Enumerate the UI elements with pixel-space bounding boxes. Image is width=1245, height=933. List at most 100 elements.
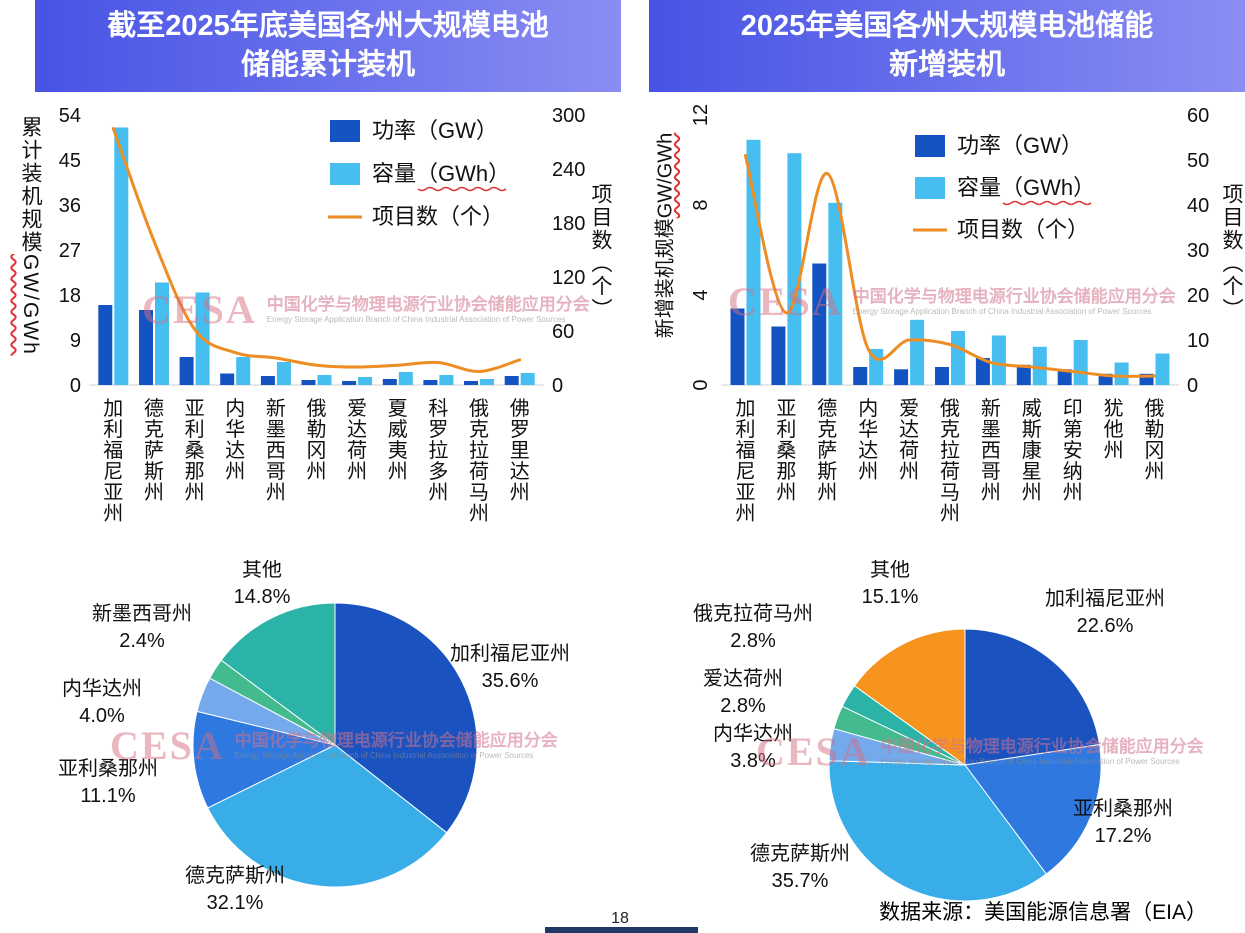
pie-slice [192,710,337,809]
y-axis-tick: 54 [59,105,81,127]
y-axis-tick: 4 [690,289,712,300]
pie-slice-value: 15.1% [862,586,919,608]
bar-capacity [828,202,843,385]
legend-label: 项目数（个） [372,204,504,229]
category-label: 俄克拉荷马州 [940,397,960,525]
pie-slice-value: 3.8% [730,750,776,772]
bar-capacity [787,153,802,385]
y-axis-tick: 0 [70,375,81,397]
bar-capacity [276,362,291,385]
cumulative-combo-chart: 0 9 18 27 36 45 54 0 60 120 180 240 300 加利福尼亚州 德克萨斯州 亚利… [59,105,586,525]
pie-slice-label: 加利福尼亚州 [1045,587,1165,610]
bar-capacity [114,127,129,385]
bar-power [812,263,827,385]
category-label: 亚利桑那州 [185,398,205,504]
bar-capacity [910,319,925,386]
pie-slice-label: 亚利桑那州 [58,757,158,780]
pie-slice-value: 4.0% [79,705,125,727]
pie-slice [828,760,1048,902]
bar-power [342,381,357,385]
legend-label: 项目数（个） [957,217,1089,242]
bar-power [1139,373,1154,386]
y2-axis-tick: 60 [552,321,574,343]
bar-power [301,380,316,385]
bar-capacity [358,377,373,385]
y2-axis-tick: 0 [1187,375,1198,397]
bar-power [1057,369,1072,386]
legend-label: 功率（GW） [957,133,1083,158]
bar-power [935,367,949,385]
y2-axis-tick: 60 [1187,105,1209,127]
pie-slice [220,602,336,746]
category-label: 爱达荷州 [899,397,919,483]
category-label: 爱达荷州 [347,397,367,483]
pie-slice-label: 加利福尼亚州 [450,642,570,665]
spellcheck-squiggle [1002,200,1092,206]
right-chart-title: 2025年美国各州大规模电池储能新增装机 [649,0,1245,92]
bar-power [382,379,397,385]
pie-slice [334,602,478,834]
category-label: 佛罗里达州 [510,397,530,504]
category-label: 夏威夷州 [388,398,408,483]
bar-power [894,369,909,386]
y2-axis-tick: 20 [1187,285,1209,307]
bar-capacity [746,139,761,386]
y2-axis-tick: 10 [1187,330,1209,352]
pie-slice-value: 2.8% [720,695,766,717]
bar-power [771,326,786,385]
pie-slice-value: 2.4% [119,630,165,652]
new-y2-axis-title: 项目数（个） [1220,183,1243,321]
cumulative-y-axis-title-cn: 累计装机规模 [19,116,42,254]
y2-axis-tick: 300 [552,105,585,127]
y-axis-tick: 45 [59,150,81,172]
footer-bar [545,927,698,933]
projects-line [111,127,522,374]
y-axis-tick: 9 [70,330,81,352]
left-chart-title: 截至2025年底美国各州大规模电池储能累计装机 [35,0,621,92]
new-y-axis-title-unit: GW/GWh [654,132,677,219]
category-label: 内华达州 [858,397,878,483]
pie-slice-value: 35.7% [772,870,829,892]
category-label: 亚利桑那州 [776,398,796,504]
pie-slice-value: 22.6% [1077,615,1134,637]
pie-slice-label: 内华达州 [62,677,142,700]
category-label: 威斯康星州 [1022,397,1042,504]
category-label: 科罗拉多州 [428,397,448,504]
pie-slice-label: 内华达州 [713,722,793,745]
cumulative-y2-axis-title: 项目数（个） [589,183,612,321]
category-label: 新墨西哥州 [981,397,1001,504]
bar-power [260,376,275,385]
bar-power [730,308,745,385]
y-axis-tick: 8 [690,199,712,210]
pie-slice-label: 爱达荷州 [703,667,783,690]
bar-power [504,376,519,385]
bar-capacity [480,379,494,385]
legend-swatch [330,120,360,142]
pie-slice-value: 32.1% [207,892,264,914]
bar-power [423,380,438,385]
cumulative-y-axis-title-unit: GW/GWh [19,254,42,356]
bar-capacity [1073,340,1088,385]
bar-power [220,373,235,385]
bar-power [1016,364,1031,386]
category-label: 德克萨斯州 [144,397,164,504]
spellcheck-squiggle [417,186,507,192]
projects-line [743,154,1156,378]
y-axis-tick: 0 [690,379,712,390]
y2-axis-tick: 40 [1187,195,1209,217]
category-label: 俄克拉荷马州 [469,397,489,525]
legend-label: 容量（GWh） [957,175,1095,200]
bar-capacity [398,372,413,385]
cumulative-pie-chart: 加利福尼亚州 35.6% 德克萨斯州 32.1% 亚利桑那州 11.1% 内华达州 4.0% 新… [58,560,570,914]
legend-swatch [330,163,360,185]
pie-slice-label: 其他 [242,560,282,581]
bar-power [139,310,153,385]
bar-capacity [1155,353,1170,385]
page-number: 18 [611,910,629,927]
pie-slice [964,744,1102,875]
legend-swatch [915,177,945,199]
bar-capacity [991,335,1006,385]
bar-power [975,358,990,385]
pie-slice-label: 俄克拉荷马州 [693,602,813,625]
